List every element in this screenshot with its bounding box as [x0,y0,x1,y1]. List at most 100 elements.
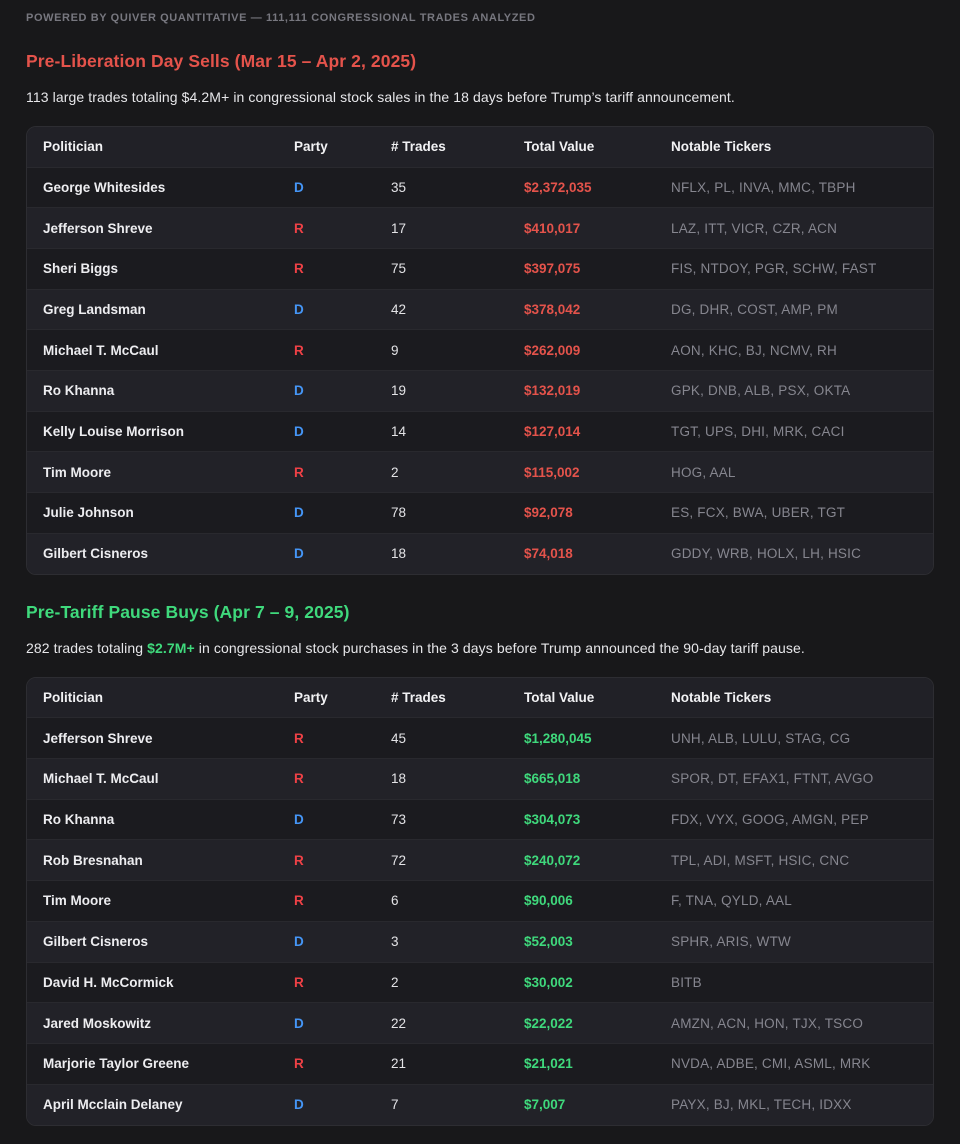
column-header-total-value: Total Value [524,690,595,706]
party-badge: R [278,839,375,881]
party-badge: D [278,492,375,534]
trade-count: 9 [375,329,508,371]
party-badge: R [278,451,375,493]
party-badge: R [278,961,375,1003]
politician-name: Greg Landsman [27,288,278,330]
trade-count: 75 [375,247,508,290]
table-row: Marjorie Taylor Greene R 21 $21,021 NVDA, AD… [27,1042,933,1085]
column-header-notable-tickers: Notable Tickers [671,690,772,706]
politician-name: David H. McCormick [27,961,278,1003]
notable-tickers: FDX, VYX, GOOG, AMGN, PEP [655,798,933,840]
table-row: Tim Moore R 6 $90,006 F, TNA, QYLD, AAL [27,880,933,922]
table-row: George Whitesides D 35 $2,372,035 NFLX, PL, … [27,166,933,208]
powered-by-banner: POWERED BY QUIVER QUANTITATIVE — 111,111… [26,12,536,24]
notable-tickers: SPOR, DT, EFAX1, FTNT, AVGO [655,758,933,800]
trade-count: 18 [375,532,508,574]
notable-tickers: GDDY, WRB, HOLX, LH, HSIC [655,532,933,574]
trade-count: 3 [375,920,508,962]
column-header-party: Party [294,690,328,706]
subtitle-text: in congressional stock purchases in the … [194,639,805,656]
politician-name: Kelly Louise Morrison [27,410,278,452]
trade-count: 2 [375,451,508,493]
trade-count: 2 [375,961,508,1003]
table-row: April Mcclain Delaney D 7 $7,007 PAYX, BJ, M… [27,1083,933,1125]
notable-tickers: TGT, UPS, DHI, MRK, CACI [655,410,933,452]
politician-name: Jefferson Shreve [27,207,278,249]
party-badge: D [278,288,375,330]
table-row: Gilbert Cisneros D 18 $74,018 GDDY, WRB, HOL… [27,532,933,574]
table-row: Ro Khanna D 73 $304,073 FDX, VYX, GOOG, AMGN… [27,798,933,840]
subtitle-highlight: $2.7M+ [147,639,195,656]
table-row: Sheri Biggs R 75 $397,075 FIS, NTDOY, PGR, S… [27,247,933,290]
column-header-trades: # Trades [391,139,446,155]
total-value: $2,372,035 [508,166,655,208]
party-badge: D [278,798,375,840]
notable-tickers: HOG, AAL [655,451,933,493]
table-row: Jefferson Shreve R 45 $1,280,045 UNH, ALB, L… [27,717,933,759]
table-row: Greg Landsman D 42 $378,042 DG, DHR, COST, A… [27,288,933,330]
column-header-party: Party [294,139,328,155]
trades-table: Politician Party # Trades Total Value Notabl… [27,127,933,574]
trade-count: 21 [375,1042,508,1085]
politician-name: Marjorie Taylor Greene [27,1042,278,1085]
trade-count: 14 [375,410,508,452]
column-header-politician: Politician [43,139,104,155]
table-row: David H. McCormick R 2 $30,002 BITB [27,961,933,1003]
politician-name: Tim Moore [27,880,278,922]
table-row: Ro Khanna D 19 $132,019 GPK, DNB, ALB, PSX, … [27,369,933,412]
trade-count: 72 [375,839,508,881]
column-header-total-value: Total Value [524,139,595,155]
notable-tickers: LAZ, ITT, VICR, CZR, ACN [655,207,933,249]
politician-name: Michael T. McCaul [27,758,278,800]
politician-name: Gilbert Cisneros [27,532,278,574]
politician-name: Michael T. McCaul [27,329,278,371]
notable-tickers: DG, DHR, COST, AMP, PM [655,288,933,330]
total-value: $21,021 [508,1042,655,1085]
politician-name: Ro Khanna [27,369,278,412]
notable-tickers: UNH, ALB, LULU, STAG, CG [655,717,933,759]
subtitle-text: 113 large trades totaling $4.2M+ in cong… [26,89,735,105]
party-badge: R [278,880,375,922]
party-badge: R [278,758,375,800]
party-badge: R [278,1042,375,1085]
trades-table: Politician Party # Trades Total Value Notabl… [27,677,933,1125]
trade-count: 78 [375,492,508,534]
politician-name: Ro Khanna [27,798,278,840]
notable-tickers: TPL, ADI, MSFT, HSIC, CNC [655,839,933,881]
notable-tickers: AMZN, ACN, HON, TJX, TSCO [655,1002,933,1044]
notable-tickers: ES, FCX, BWA, UBER, TGT [655,492,933,534]
table-row: Jared Moskowitz D 22 $22,022 AMZN, ACN, HON,… [27,1002,933,1044]
total-value: $127,014 [508,410,655,452]
party-badge: D [278,369,375,412]
section-subtitle: 282 trades totaling $2.7M+ in congressio… [26,640,934,656]
total-value: $74,018 [508,532,655,574]
total-value: $7,007 [508,1083,655,1125]
party-badge: D [278,166,375,208]
total-value: $378,042 [508,288,655,330]
buys-table: Politician Party # Trades Total Value Notabl… [26,676,934,1126]
party-badge: R [278,717,375,759]
table-row: Gilbert Cisneros D 3 $52,003 SPHR, ARIS, WTW [27,920,933,962]
total-value: $22,022 [508,1002,655,1044]
column-header-politician: Politician [43,690,104,706]
politician-name: Rob Bresnahan [27,839,278,881]
trade-count: 42 [375,288,508,330]
politician-name: April Mcclain Delaney [27,1083,278,1125]
table-header-row: Politician Party # Trades Total Value Notabl… [27,677,933,718]
trade-count: 35 [375,166,508,208]
party-badge: R [278,207,375,249]
table-header-row: Politician Party # Trades Total Value Notabl… [27,127,933,167]
total-value: $52,003 [508,920,655,962]
notable-tickers: GPK, DNB, ALB, PSX, OKTA [655,369,933,412]
total-value: $240,072 [508,839,655,881]
notable-tickers: F, TNA, QYLD, AAL [655,880,933,922]
party-badge: R [278,329,375,371]
politician-name: Gilbert Cisneros [27,920,278,962]
total-value: $1,280,045 [508,717,655,759]
column-header-notable-tickers: Notable Tickers [671,139,772,155]
party-badge: D [278,410,375,452]
trade-count: 6 [375,880,508,922]
notable-tickers: AON, KHC, BJ, NCMV, RH [655,329,933,371]
politician-name: George Whitesides [27,166,278,208]
